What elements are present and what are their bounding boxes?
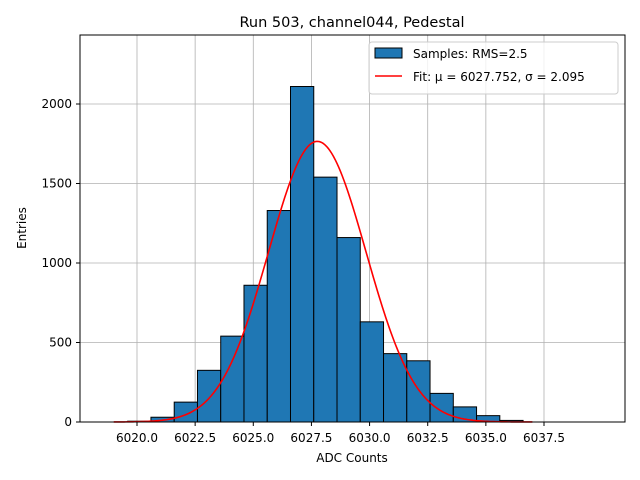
x-tick-label-2: 6025.0 [232,431,274,445]
fit-curve [113,140,533,423]
x-tick-label-4: 6030.0 [349,431,391,445]
x-tick-label-6: 6035.0 [465,431,507,445]
x-axis-label: ADC Counts [316,451,388,465]
y-tick-label-1: 500 [49,336,72,350]
histogram-bars [127,86,524,423]
x-tick-label-0: 6020.0 [116,431,158,445]
x-axis-ticks: 6020.0 6022.5 6025.0 6027.5 6030.0 6032.5 6035… [116,422,565,445]
y-tick-label-0: 0 [64,415,72,429]
histogram-bar-4 [220,335,245,423]
histogram-bar-10 [359,321,385,423]
histogram-bar-7 [289,86,315,423]
histogram-bar-12 [406,360,431,423]
y-tick-label-4: 2000 [41,97,72,111]
x-tick-label-5: 6032.5 [407,431,449,445]
legend: Samples: RMS=2.5 Fit: μ = 6027.752, σ = … [368,41,619,95]
y-tick-label-2: 1000 [41,256,72,270]
legend-box [368,41,619,95]
chart-title: Run 503, channel044, Pedestal [239,15,464,31]
histogram-bar-9 [336,237,361,423]
y-axis-ticks: 0 500 1000 1500 2000 [41,97,80,429]
legend-label-fit: Fit: μ = 6027.752, σ = 2.095 [413,70,585,84]
legend-swatch-samples [374,47,403,59]
y-axis-label: Entries [15,207,29,249]
plot-frame [79,34,626,423]
histogram-bar-13 [429,392,454,423]
histogram-bar-5 [243,284,268,423]
histogram-bar-8 [313,176,338,423]
x-tick-label-3: 6027.5 [290,431,332,445]
x-tick-label-1: 6022.5 [174,431,216,445]
y-tick-label-3: 1500 [41,177,72,191]
legend-label-samples: Samples: RMS=2.5 [413,47,528,61]
histogram-bar-2 [173,401,198,423]
histogram-bar-3 [196,369,222,423]
x-tick-label-7: 6037.5 [523,431,565,445]
